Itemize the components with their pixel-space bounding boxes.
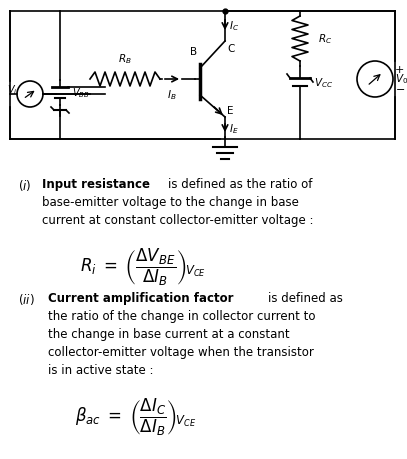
Text: $R_C$: $R_C$ (318, 33, 332, 46)
Text: base-emitter voltage to the change in base: base-emitter voltage to the change in ba… (42, 196, 299, 208)
Text: +: + (395, 65, 405, 75)
Text: the ratio of the change in collector current to: the ratio of the change in collector cur… (48, 309, 315, 322)
Text: $-$: $-$ (395, 83, 405, 93)
Text: $R_B$: $R_B$ (118, 52, 132, 66)
Text: $\beta_{ac}\; =\; \left(\dfrac{\Delta I_C}{\Delta I_B}\right)_{\!V_{CE}}$: $\beta_{ac}\; =\; \left(\dfrac{\Delta I_… (75, 396, 197, 437)
Text: $V_i$: $V_i$ (7, 83, 17, 97)
Text: $(i)$: $(i)$ (18, 178, 31, 193)
Text: $V_{BB}$: $V_{BB}$ (72, 86, 90, 100)
Text: C: C (227, 44, 234, 54)
Text: B: B (190, 47, 197, 57)
Text: the change in base current at a constant: the change in base current at a constant (48, 327, 290, 340)
Text: current at constant collector-emitter voltage :: current at constant collector-emitter vo… (42, 213, 313, 226)
Text: Input resistance: Input resistance (42, 178, 150, 190)
Text: $V_{CC}$: $V_{CC}$ (314, 76, 333, 90)
Text: Current amplification factor: Current amplification factor (48, 291, 234, 304)
Text: E: E (227, 106, 234, 116)
Text: $(ii)$: $(ii)$ (18, 291, 35, 306)
Text: $I_C$: $I_C$ (229, 19, 239, 33)
Text: $I_E$: $I_E$ (229, 122, 239, 135)
Text: $V_0$: $V_0$ (395, 72, 407, 86)
Text: is defined as: is defined as (268, 291, 343, 304)
Text: collector-emitter voltage when the transistor: collector-emitter voltage when the trans… (48, 345, 314, 358)
Text: is in active state :: is in active state : (48, 363, 153, 376)
Text: $I_B$: $I_B$ (167, 88, 177, 101)
Text: is defined as the ratio of: is defined as the ratio of (168, 178, 313, 190)
Text: $R_i\; =\; \left(\dfrac{\Delta V_{BE}}{\Delta I_B}\right)_{\!V_{CE}}$: $R_i\; =\; \left(\dfrac{\Delta V_{BE}}{\… (80, 246, 206, 288)
